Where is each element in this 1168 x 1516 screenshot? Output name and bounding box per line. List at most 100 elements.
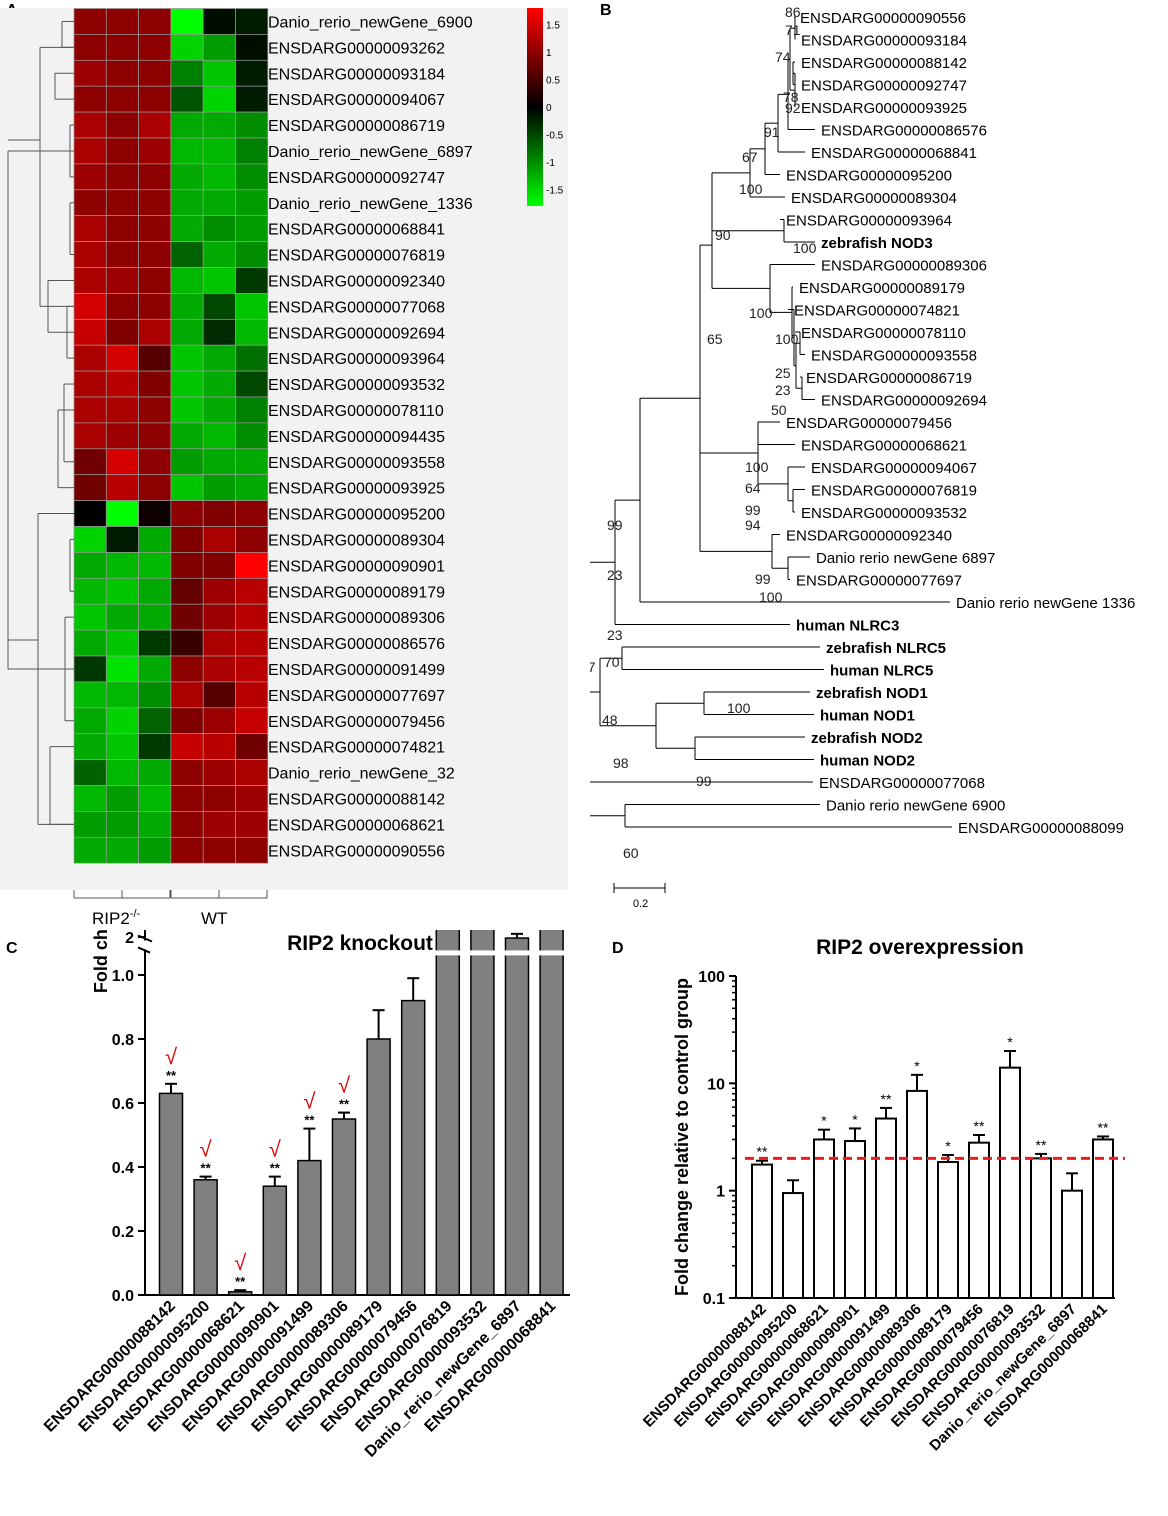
check-mark: √ (338, 1073, 351, 1098)
tree-leaf-label: ENSDARG00000089179 (799, 280, 965, 297)
heatmap-cell (170, 344, 204, 372)
bar (906, 1089, 928, 1299)
heatmap-row-label: ENSDARG00000093184 (268, 66, 445, 83)
tree-leaf-label: ENSDARG00000089304 (791, 190, 957, 207)
bootstrap-value: 100 (775, 331, 799, 347)
colorbar-tick-label: -0.5 (546, 131, 564, 142)
heatmap-cell (73, 836, 107, 864)
heatmap-cell (138, 137, 172, 165)
heatmap-row-label: ENSDARG00000090556 (268, 843, 445, 860)
bootstrap-value: 67 (742, 149, 758, 165)
heatmap-cell (170, 785, 204, 812)
heatmap-cell (170, 293, 204, 320)
heatmap-cell (138, 811, 172, 838)
heatmap-cell (170, 85, 204, 113)
heatmap-cell (105, 707, 139, 735)
heatmap-cell (138, 552, 172, 579)
heatmap-cell (170, 59, 204, 87)
heatmap-cell (138, 836, 172, 864)
y-tick-label: 0.1 (703, 1291, 725, 1308)
heatmap-cell (105, 474, 139, 501)
heatmap-cell (73, 215, 107, 242)
significance-marker: ** (235, 1274, 246, 1289)
tree-leaf-label: Danio rerio newGene 1336 (956, 595, 1135, 612)
check-mark: √ (165, 1044, 178, 1069)
heatmap-cell (202, 34, 236, 61)
heatmap-cell (170, 707, 204, 735)
heatmap-row-label: ENSDARG00000089306 (268, 610, 445, 627)
heatmap-cell (105, 603, 139, 631)
heatmap-cell (235, 370, 269, 398)
heatmap-row-label: ENSDARG00000091499 (268, 662, 445, 679)
significance-marker: * (1007, 1034, 1013, 1050)
bar (813, 1138, 835, 1299)
tree-leaf-label: Danio rerio newGene 6900 (826, 798, 1005, 815)
heatmap-cell (202, 267, 236, 294)
heatmap-cell (138, 267, 172, 294)
tree-leaf-label: ENSDARG00000093558 (811, 348, 977, 365)
heatmap-cell (138, 577, 172, 605)
colorbar-tick-label: 0.5 (546, 76, 560, 87)
heatmap-cell (105, 500, 139, 527)
heatmap-cell (105, 163, 139, 191)
heatmap-cell (170, 655, 204, 683)
heatmap-cell (73, 733, 107, 760)
heatmap-cell (235, 422, 269, 450)
heatmap-cell (170, 267, 204, 294)
significance-marker: * (945, 1138, 951, 1154)
heatmap-cell (73, 344, 107, 372)
heatmap-row-label: ENSDARG00000079456 (268, 714, 445, 731)
y-tick-label: 0.0 (112, 1288, 134, 1305)
significance-marker: * (852, 1111, 858, 1127)
heatmap-cell (202, 552, 236, 579)
heatmap-cell (202, 655, 236, 683)
heatmap-row-label: ENSDARG00000090901 (268, 558, 445, 575)
heatmap-cell (138, 370, 172, 398)
y-tick-label: 10 (707, 1076, 725, 1093)
heatmap-cell (170, 137, 204, 165)
heatmap-cell (105, 655, 139, 683)
bootstrap-value: 74 (775, 49, 791, 65)
heatmap-cell (202, 629, 236, 657)
heatmap-cell (235, 59, 269, 87)
heatmap-cell (105, 681, 139, 709)
heatmap-cell (170, 811, 204, 838)
chart-title: RIP2 overexpression (816, 936, 1024, 959)
tree-leaf-label: ENSDARG00000079456 (786, 415, 952, 432)
tree-leaf-label: ENSDARG00000068621 (801, 438, 967, 455)
heatmap-cell (138, 526, 172, 553)
heatmap-cell (73, 474, 107, 501)
heatmap-cell (170, 163, 204, 191)
heatmap-row-label: ENSDARG00000093262 (268, 40, 445, 57)
heatmap-cell (202, 8, 236, 35)
heatmap-cell (73, 396, 107, 424)
heatmap-cell (170, 8, 204, 35)
heatmap-cell (105, 293, 139, 320)
heatmap-cell (138, 293, 172, 320)
bar (400, 999, 426, 1296)
heatmap-cell (105, 241, 139, 268)
heatmap-cell (202, 370, 236, 398)
tree-leaf-label: human NOD1 (820, 708, 915, 725)
heatmap-cell (138, 707, 172, 735)
bar (782, 1192, 804, 1300)
heatmap-row-label: ENSDARG00000089179 (268, 584, 445, 601)
heatmap-cell (235, 629, 269, 657)
heatmap-cell (73, 189, 107, 217)
heatmap-cell (235, 8, 269, 35)
panel-b-letter: B (600, 2, 612, 19)
heatmap-cell (105, 811, 139, 838)
tree-leaf-label: ENSDARG00000077068 (819, 775, 985, 792)
heatmap-row-label: ENSDARG00000074821 (268, 740, 445, 757)
heatmap-cell (170, 733, 204, 760)
heatmap-cell (105, 318, 139, 346)
heatmap-cell (202, 396, 236, 424)
heatmap-row-label: ENSDARG00000089304 (268, 533, 445, 550)
heatmap-cell (170, 629, 204, 657)
heatmap-row-label: ENSDARG00000093925 (268, 481, 445, 498)
heatmap-cell (235, 811, 269, 838)
heatmap-cell (170, 396, 204, 424)
bootstrap-value: 86 (785, 4, 801, 20)
heatmap-cell (170, 759, 204, 786)
heatmap-cell (170, 370, 204, 398)
